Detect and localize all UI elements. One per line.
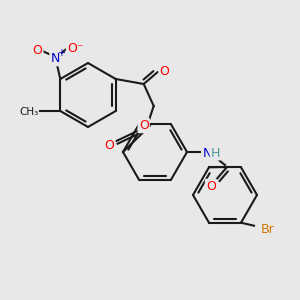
Text: O: O [206,180,216,193]
Text: O: O [160,65,170,78]
Text: CH₃: CH₃ [19,107,38,117]
Text: N: N [202,147,212,160]
Text: O⁻: O⁻ [67,42,83,55]
Text: +: + [57,48,65,58]
Text: H: H [210,147,220,160]
Text: O: O [32,44,42,57]
Text: O: O [139,119,149,132]
Text: O: O [104,139,114,152]
Text: N: N [51,52,60,65]
Text: Br: Br [261,223,275,236]
